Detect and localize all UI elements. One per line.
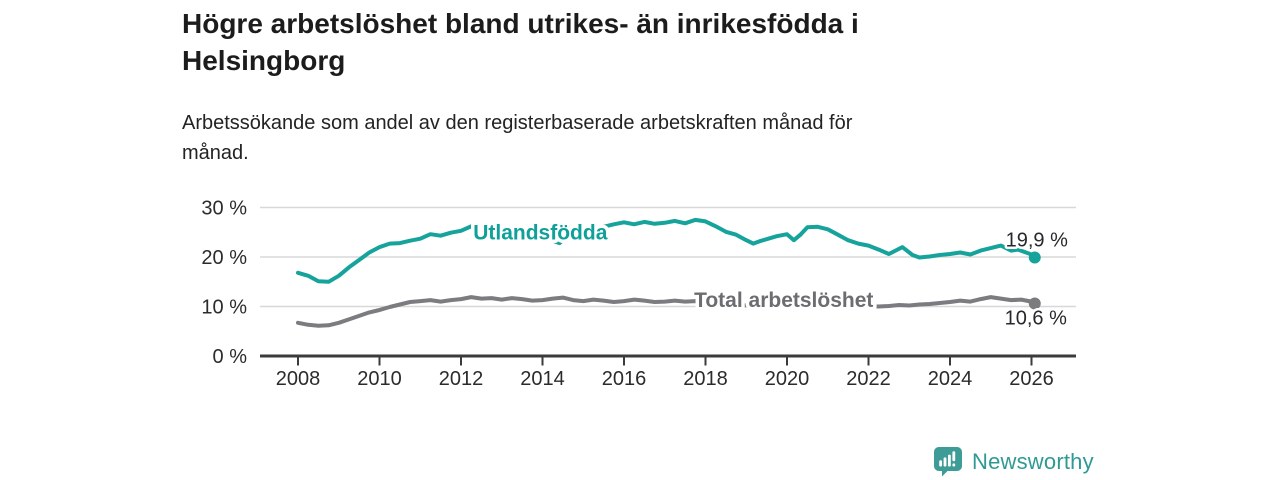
end-value-label-utlandsfodda: 19,9 % xyxy=(1006,229,1068,251)
newsworthy-logo-icon xyxy=(934,447,962,477)
chart-subtitle-line-2: månad. xyxy=(182,142,249,164)
x-tick-label-2022: 2022 xyxy=(846,368,891,390)
chart-title: Högre arbetslöshet bland utrikes- än inr… xyxy=(182,5,1042,79)
series-label-utlandsfodda: Utlandsfödda xyxy=(473,222,607,245)
end-value-label-total: 10,6 % xyxy=(1005,308,1067,330)
y-tick-label-0: 0 % xyxy=(213,346,248,368)
series-end-dot-total xyxy=(1028,297,1041,310)
x-tick-label-2020: 2020 xyxy=(765,368,810,390)
series-end-dot-utlandsfodda xyxy=(1028,251,1041,264)
chart-subtitle-line-1: Arbetssökande som andel av den registerb… xyxy=(182,112,853,134)
chart-subtitle: Arbetssökande som andel av den registerb… xyxy=(182,108,962,168)
series-labels: Utlandsfödda 19,9 % Total arbetslöshet 10,6… xyxy=(470,218,1071,332)
x-tick-label-2012: 2012 xyxy=(439,368,484,390)
x-axis xyxy=(260,354,1076,366)
series-line-total xyxy=(296,295,1037,328)
x-tick-label-2024: 2024 xyxy=(928,368,973,390)
data-series xyxy=(296,217,1041,328)
series-label-total: Total arbetslöshet xyxy=(694,289,873,312)
logo-exclamation-stem xyxy=(952,451,956,462)
y-tick-label-10: 10 % xyxy=(201,297,247,319)
brand-footer: Newsworthy xyxy=(933,446,1094,477)
chart-title-line-2: Helsingborg xyxy=(182,45,346,76)
chart-title-line-1: Högre arbetslöshet bland utrikes- än inr… xyxy=(182,8,859,39)
y-axis-labels: 0 % 10 % 20 % 30 % xyxy=(201,198,247,369)
x-tick-label-2008: 2008 xyxy=(276,368,321,390)
logo-bar-1 xyxy=(939,460,942,467)
x-tick-label-2016: 2016 xyxy=(602,368,647,390)
x-tick-label-2026: 2026 xyxy=(1009,368,1054,390)
x-tick-label-2018: 2018 xyxy=(683,368,728,390)
y-tick-label-20: 20 % xyxy=(201,247,247,269)
x-axis-labels: 2008 2010 2012 2014 2016 2018 2020 2022 2024 2026 xyxy=(276,368,1054,390)
logo-bar-3 xyxy=(948,454,951,467)
brand-name: Newsworthy xyxy=(972,448,1094,474)
series-line-utlandsfodda xyxy=(296,217,1037,284)
logo-bar-2 xyxy=(943,457,947,467)
y-tick-label-30: 30 % xyxy=(201,198,247,220)
x-tick-label-2010: 2010 xyxy=(357,368,402,390)
logo-exclamation-dot xyxy=(952,463,956,467)
x-tick-label-2014: 2014 xyxy=(520,368,565,390)
